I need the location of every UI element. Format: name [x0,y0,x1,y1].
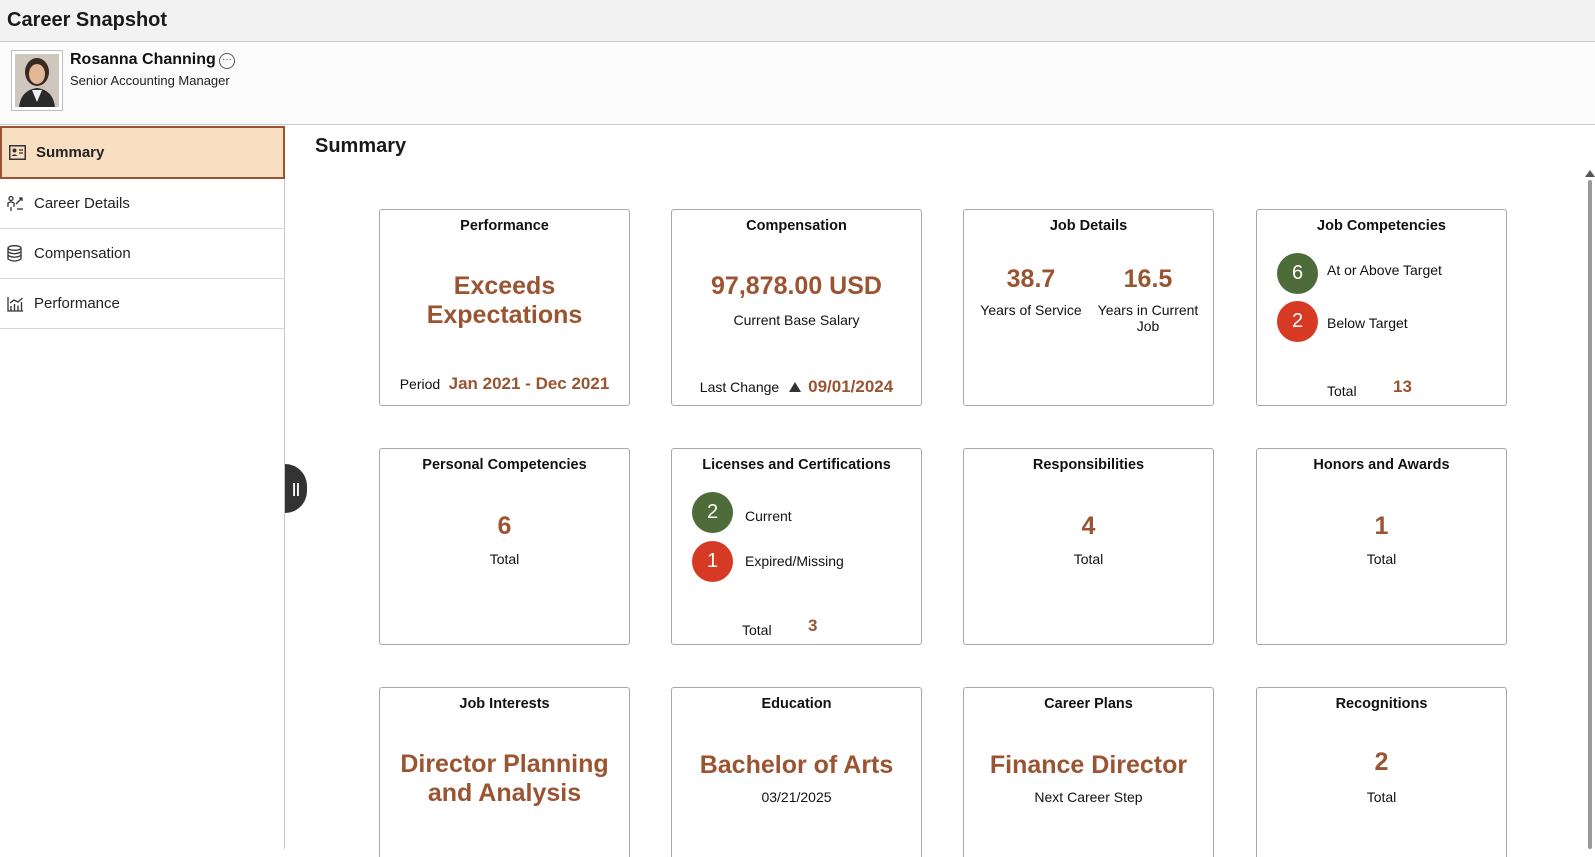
tile-title: Job Interests [459,696,550,712]
expired-label: Expired/Missing [745,553,844,569]
tile-job-interests[interactable]: Job Interests Director Planning and Anal… [379,687,630,857]
increase-triangle-icon [788,382,801,392]
years-of-service-label: Years of Service [980,302,1082,318]
sidebar-item-label: Compensation [34,245,131,262]
salary-label: Current Base Salary [733,312,860,328]
tile-title: Licenses and Certifications [702,457,891,473]
below-target-count: 2 [1277,301,1318,342]
sidebar: Summary Career Details Compensation Perf… [0,126,285,849]
tile-title: Career Plans [1044,696,1133,712]
scrollbar[interactable] [1588,180,1592,849]
page-title: Summary [315,135,407,157]
years-in-current-job: 16.5 [1123,265,1173,293]
sidebar-item-label: Career Details [34,195,130,212]
total-label: Total [1366,789,1397,805]
person-header: Rosanna Channing ··· Senior Accounting M… [0,43,1595,125]
next-career-step-label: Next Career Step [1034,789,1143,805]
sidebar-item-performance[interactable]: Performance [0,279,285,329]
app-title: Career Snapshot [7,9,168,31]
tile-responsibilities[interactable]: Responsibilities 4 Total [963,448,1214,645]
education-degree: Bachelor of Arts [699,751,894,779]
total-label: Total [1073,551,1104,567]
years-of-service: 38.7 [1006,265,1056,293]
job-interest-line1: Director Planning [400,750,609,778]
total-label: Total [1366,551,1397,567]
tile-job-competencies[interactable]: Job Competencies 6 At or Above Target 2 … [1256,209,1507,406]
total-label: Total [489,551,520,567]
expired-count: 1 [692,541,733,582]
career-plan: Finance Director [989,751,1188,779]
performance-rating-line2: Expectations [426,301,583,329]
below-target-label: Below Target [1327,315,1408,331]
total-label: Total [1327,383,1357,399]
years-in-current-job-label: Years in Current Job [1097,302,1199,334]
tile-title: Responsibilities [1032,457,1145,473]
tile-compensation[interactable]: Compensation 97,878.00 USD Current Base … [671,209,922,406]
last-change-label: Last Change [699,379,780,395]
sidebar-item-label: Summary [36,144,105,161]
tile-education[interactable]: Education Bachelor of Arts 03/21/2025 [671,687,922,857]
tile-title: Job Competencies [1317,218,1446,234]
sidebar-item-label: Performance [34,295,120,312]
job-interest-line2: and Analysis [427,779,582,807]
tile-job-details[interactable]: Job Details 38.7 Years of Service 16.5 Y… [963,209,1214,406]
total-count: 13 [1393,377,1412,396]
education-date: 03/21/2025 [761,789,832,805]
salary-amount: 97,878.00 USD [711,272,882,300]
tile-title: Personal Competencies [422,457,587,473]
person-job-title: Senior Accounting Manager [70,73,230,88]
scroll-up-arrow-icon[interactable] [1585,170,1595,177]
collapse-sidebar-handle[interactable]: || [285,464,307,513]
sidebar-item-summary[interactable]: Summary [0,126,285,179]
recognitions-count: 2 [1374,748,1389,776]
chart-icon [0,296,34,312]
database-coins-icon [0,245,34,262]
tile-title: Education [761,696,832,712]
honors-count: 1 [1374,512,1389,540]
tile-title: Job Details [1049,218,1128,234]
total-label: Total [742,622,772,638]
more-options-icon[interactable]: ··· [219,53,235,69]
tile-honors-awards[interactable]: Honors and Awards 1 Total [1256,448,1507,645]
tile-title: Compensation [746,218,847,234]
career-path-icon [0,195,34,212]
pause-bars-icon: || [292,480,300,496]
current-label: Current [745,508,792,524]
tile-recognitions[interactable]: Recognitions 2 Total [1256,687,1507,857]
sidebar-item-compensation[interactable]: Compensation [0,229,285,279]
current-count: 2 [692,492,733,533]
tile-title: Honors and Awards [1313,457,1450,473]
responsibilities-count: 4 [1081,512,1096,540]
personal-competencies-count: 6 [497,512,512,540]
tile-title: Performance [460,218,549,234]
tile-licenses-certifications[interactable]: Licenses and Certifications 2 Current 1 … [671,448,922,645]
person-photo-icon [15,54,59,107]
performance-rating-line1: Exceeds [453,272,556,300]
period-label: Period [399,376,441,392]
tile-performance[interactable]: Performance Exceeds Expectations Period … [379,209,630,406]
tile-personal-competencies[interactable]: Personal Competencies 6 Total [379,448,630,645]
person-name: Rosanna Channing [70,51,216,68]
tile-career-plans[interactable]: Career Plans Finance Director Next Caree… [963,687,1214,857]
above-target-label: At or Above Target [1327,262,1442,278]
title-bar: Career Snapshot [0,0,1595,42]
person-card-icon [2,145,36,160]
avatar [11,50,63,111]
sidebar-item-career-details[interactable]: Career Details [0,179,285,229]
tile-title: Recognitions [1335,696,1428,712]
total-count: 3 [808,616,818,635]
above-target-count: 6 [1277,253,1318,294]
last-change-date: 09/01/2024 [808,377,894,396]
period-value: Jan 2021 - Dec 2021 [448,374,610,393]
